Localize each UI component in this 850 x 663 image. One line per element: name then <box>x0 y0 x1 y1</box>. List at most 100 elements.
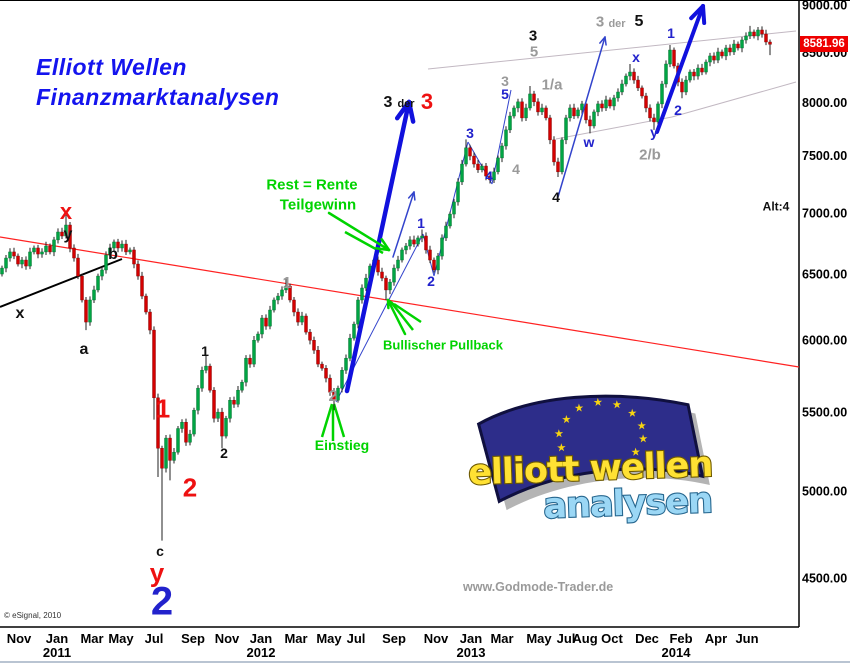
svg-text:★: ★ <box>554 427 564 440</box>
month-axis-label: Oct <box>601 631 623 646</box>
candle-body <box>525 108 528 118</box>
month-axis-label: Apr <box>705 631 727 646</box>
candle-body <box>229 400 232 418</box>
candle-body <box>129 250 132 252</box>
wave-label: y <box>64 226 73 243</box>
price-axis-label: 6500.00 <box>802 268 847 282</box>
price-axis-label: 7500.00 <box>802 149 847 163</box>
candle-body <box>5 258 8 268</box>
candle-body <box>345 358 348 370</box>
month-axis-label: Nov <box>7 631 32 646</box>
wave-label: Alt:4 <box>763 199 790 213</box>
candle-body <box>653 118 656 122</box>
candle-body <box>185 422 188 442</box>
candle-body <box>605 100 608 108</box>
candle-body <box>189 434 192 442</box>
wave-label: Teilgewinn <box>280 196 356 213</box>
month-axis-label: Jun <box>735 631 758 646</box>
candle-body <box>457 182 460 202</box>
arrow-head <box>605 37 606 45</box>
candle-body <box>165 438 168 468</box>
wave-label: x <box>60 199 73 224</box>
wave-label: Bullischer Pullback <box>383 338 504 353</box>
candle-body <box>509 116 512 130</box>
wave-label: y <box>650 124 658 140</box>
wave-label: 4 <box>485 168 493 184</box>
wave-label: 1/a <box>542 76 564 93</box>
wave-label: 3 <box>529 27 537 44</box>
month-axis-label: Sep <box>181 631 205 646</box>
candle-body <box>601 104 604 108</box>
candle-body <box>529 94 532 108</box>
month-axis-label: May <box>108 631 134 646</box>
candle-body <box>745 36 748 40</box>
candle-body <box>297 312 300 322</box>
svg-text:★: ★ <box>561 413 571 426</box>
wave-label: x <box>16 305 25 322</box>
candle-body <box>649 108 652 118</box>
wave-label: b <box>108 246 118 263</box>
candle-body <box>393 268 396 282</box>
candle-body <box>685 80 688 92</box>
candle-body <box>425 236 428 250</box>
price-axis-label: 5500.00 <box>802 406 847 420</box>
trendline <box>428 31 796 69</box>
candle-body <box>253 340 256 364</box>
candle-body <box>705 62 708 72</box>
candle-body <box>573 108 576 116</box>
candle-body <box>1 268 4 274</box>
candle-body <box>629 72 632 76</box>
candle-body <box>321 364 324 368</box>
candle-body <box>381 272 384 278</box>
candle-body <box>733 44 736 52</box>
candle-body <box>565 118 568 140</box>
candle-body <box>237 390 240 404</box>
candle-body <box>717 52 720 60</box>
candle-body <box>593 112 596 126</box>
candle-body <box>621 84 624 92</box>
candle-body <box>421 236 424 238</box>
candle-body <box>561 140 564 172</box>
month-axis-label: Aug <box>572 631 597 646</box>
month-axis-label: Jan <box>250 631 272 646</box>
candle-body <box>133 250 136 264</box>
candle-body <box>597 104 600 112</box>
arrow-shaft <box>558 37 605 197</box>
candle-body <box>257 334 260 340</box>
candle-body <box>465 148 468 164</box>
wave-label: Einstieg <box>315 437 369 453</box>
candle-body <box>357 300 360 324</box>
candle-body <box>273 300 276 310</box>
candle-body <box>105 255 108 270</box>
candle-body <box>609 100 612 106</box>
candle-body <box>33 248 36 252</box>
candle-body <box>741 40 744 48</box>
candle-body <box>589 120 592 126</box>
candle-body <box>73 248 76 258</box>
candle-body <box>397 260 400 268</box>
candle-body <box>389 282 392 290</box>
candle-body <box>17 256 20 264</box>
candle-body <box>197 388 200 410</box>
candle-body <box>541 108 544 112</box>
trendline <box>492 90 511 184</box>
candle-body <box>325 368 328 378</box>
candle-body <box>713 56 716 60</box>
candle-body <box>469 148 472 156</box>
candle-body <box>553 140 556 162</box>
candle-body <box>689 72 692 80</box>
candle-body <box>205 366 208 370</box>
month-axis-label: May <box>526 631 552 646</box>
svg-text:★: ★ <box>574 401 584 414</box>
candle-body <box>701 68 704 72</box>
candle-body <box>725 48 728 56</box>
candle-body <box>49 246 52 252</box>
title-line-1: Elliott Wellen <box>36 52 279 82</box>
month-axis-label: Jul <box>145 631 164 646</box>
candle-body <box>461 164 464 182</box>
month-axis-label: Jan <box>460 631 482 646</box>
candle-body <box>401 250 404 260</box>
candle-body <box>9 252 12 258</box>
candle-body <box>269 310 272 326</box>
candle-body <box>301 316 304 322</box>
